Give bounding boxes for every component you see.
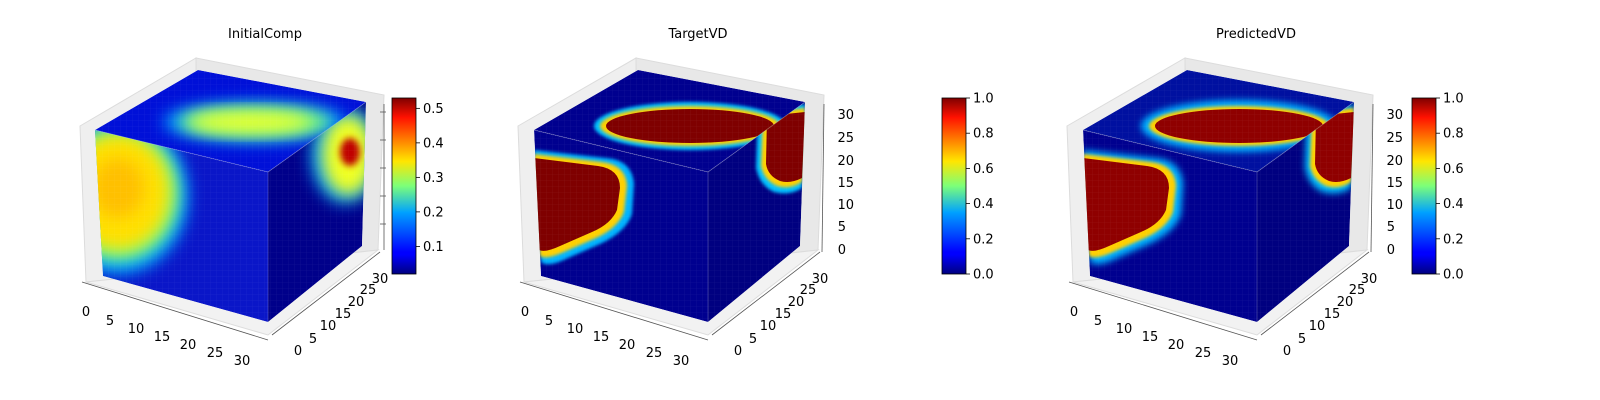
y-tick-label: 5 bbox=[1298, 332, 1306, 347]
voxel-cube bbox=[1082, 70, 1355, 322]
colorbar-tick-label: 0.0 bbox=[1443, 268, 1464, 283]
x-tick-label: 20 bbox=[180, 338, 197, 353]
colorbar-tick-label: 0.4 bbox=[423, 136, 444, 151]
x-tick-label: 25 bbox=[1195, 346, 1212, 361]
x-tick-label: 0 bbox=[521, 305, 529, 320]
z-axis: 0 5 10 15 20 25 30 bbox=[821, 103, 854, 258]
y-tick-label: 15 bbox=[1324, 307, 1341, 322]
x-tick-label: 5 bbox=[1094, 314, 1102, 329]
x-tick-label: 30 bbox=[234, 354, 251, 369]
x-tick-label: 15 bbox=[1142, 330, 1159, 345]
x-tick-label: 20 bbox=[1168, 338, 1185, 353]
y-tick-label: 20 bbox=[348, 295, 365, 310]
y-tick-label: 25 bbox=[360, 283, 377, 298]
colorbar-tick-label: 0.1 bbox=[423, 240, 444, 255]
z-tick-label: 20 bbox=[837, 154, 854, 169]
y-tick-label: 25 bbox=[800, 283, 817, 298]
y-tick-label: 0 bbox=[1283, 344, 1291, 359]
z-tick-label: 5 bbox=[1387, 220, 1395, 235]
colorbar-tick-label: 1.0 bbox=[973, 92, 994, 107]
panel-predictedvd: PredictedVD bbox=[1066, 27, 1464, 369]
y-tick-label: 15 bbox=[775, 307, 792, 322]
panel-title: TargetVD bbox=[667, 27, 727, 42]
z-tick-label: 30 bbox=[1386, 108, 1403, 123]
y-tick-label: 30 bbox=[1361, 272, 1378, 287]
y-axis: 0 5 10 15 20 25 30 bbox=[1260, 251, 1378, 359]
x-tick-label: 25 bbox=[207, 346, 224, 361]
x-tick-label: 10 bbox=[567, 322, 584, 337]
z-tick-label: 15 bbox=[1386, 176, 1403, 191]
colorbar-gradient bbox=[1411, 97, 1437, 275]
y-tick-label: 10 bbox=[760, 319, 777, 334]
panel-title: InitialComp bbox=[228, 27, 302, 42]
x-tick-label: 5 bbox=[545, 314, 553, 329]
z-axis: 0 5 10 15 20 25 30 bbox=[1370, 103, 1403, 258]
z-tick-label: 25 bbox=[837, 131, 854, 146]
colorbar-tick-label: 0.2 bbox=[973, 232, 994, 247]
y-tick-label: 10 bbox=[320, 319, 337, 334]
panel-initialcomp: InitialComp bbox=[79, 27, 444, 369]
z-tick-label: 10 bbox=[837, 198, 854, 213]
colorbar-gradient bbox=[391, 97, 417, 275]
y-tick-label: 20 bbox=[1337, 295, 1354, 310]
colorbar: 0.0 0.2 0.4 0.6 0.8 1.0 bbox=[1411, 92, 1464, 283]
z-tick-label: 25 bbox=[1386, 131, 1403, 146]
colorbar-tick-label: 0.0 bbox=[973, 268, 994, 283]
x-tick-label: 25 bbox=[646, 346, 663, 361]
y-tick-label: 5 bbox=[749, 332, 757, 347]
y-tick-label: 15 bbox=[335, 307, 352, 322]
z-tick-label: 0 bbox=[838, 243, 846, 258]
colorbar-tick-label: 0.6 bbox=[973, 162, 994, 177]
colorbar: 0.0 0.2 0.4 0.6 0.8 1.0 bbox=[941, 92, 994, 283]
y-tick-label: 30 bbox=[372, 272, 389, 287]
x-tick-label: 10 bbox=[128, 322, 145, 337]
z-tick-label: 0 bbox=[1387, 243, 1395, 258]
voxel-cube bbox=[533, 70, 806, 322]
colorbar-tick-label: 0.6 bbox=[1443, 162, 1464, 177]
x-axis: 0 5 10 15 20 25 30 bbox=[519, 281, 709, 369]
z-tick-label: 20 bbox=[1386, 154, 1403, 169]
x-tick-label: 30 bbox=[1222, 354, 1239, 369]
colorbar: 0.1 0.2 0.3 0.4 0.5 bbox=[391, 97, 444, 275]
x-tick-label: 15 bbox=[593, 330, 610, 345]
colorbar-tick-label: 1.0 bbox=[1443, 92, 1464, 107]
colorbar-tick-label: 0.4 bbox=[973, 197, 994, 212]
x-tick-label: 10 bbox=[1116, 322, 1133, 337]
x-tick-label: 0 bbox=[1070, 305, 1078, 320]
z-tick-label: 5 bbox=[838, 220, 846, 235]
x-tick-label: 20 bbox=[619, 338, 636, 353]
x-tick-label: 15 bbox=[154, 330, 171, 345]
voxel-cube bbox=[94, 70, 367, 322]
y-tick-label: 0 bbox=[734, 344, 742, 359]
z-tick-label: 10 bbox=[1386, 198, 1403, 213]
y-axis: 0 5 10 15 20 25 30 bbox=[711, 251, 829, 359]
z-tick-label: 30 bbox=[837, 108, 854, 123]
y-tick-label: 0 bbox=[294, 344, 302, 359]
colorbar-tick-label: 0.4 bbox=[1443, 197, 1464, 212]
panel-targetvd: TargetVD bbox=[517, 27, 994, 369]
colorbar-tick-label: 0.3 bbox=[423, 171, 444, 186]
y-tick-label: 30 bbox=[812, 272, 829, 287]
colorbar-tick-label: 0.8 bbox=[1443, 127, 1464, 142]
z-tick-label: 15 bbox=[837, 176, 854, 191]
y-axis: 0 5 10 15 20 25 30 bbox=[271, 251, 389, 359]
colorbar-tick-label: 0.8 bbox=[973, 127, 994, 142]
x-tick-label: 0 bbox=[82, 305, 90, 320]
y-tick-label: 25 bbox=[1349, 283, 1366, 298]
panel-title: PredictedVD bbox=[1216, 27, 1296, 42]
colorbar-tick-label: 0.2 bbox=[1443, 232, 1464, 247]
z-axis-ticks bbox=[380, 104, 386, 250]
y-tick-label: 20 bbox=[788, 295, 805, 310]
colorbar-gradient bbox=[941, 97, 967, 275]
x-axis: 0 5 10 15 20 25 30 bbox=[82, 281, 269, 369]
x-tick-label: 5 bbox=[106, 314, 114, 329]
x-tick-label: 30 bbox=[673, 354, 690, 369]
y-tick-label: 5 bbox=[309, 332, 317, 347]
y-tick-label: 10 bbox=[1309, 319, 1326, 334]
x-axis: 0 5 10 15 20 25 30 bbox=[1068, 281, 1258, 369]
colorbar-tick-label: 0.5 bbox=[423, 102, 444, 117]
colorbar-tick-label: 0.2 bbox=[423, 205, 444, 220]
